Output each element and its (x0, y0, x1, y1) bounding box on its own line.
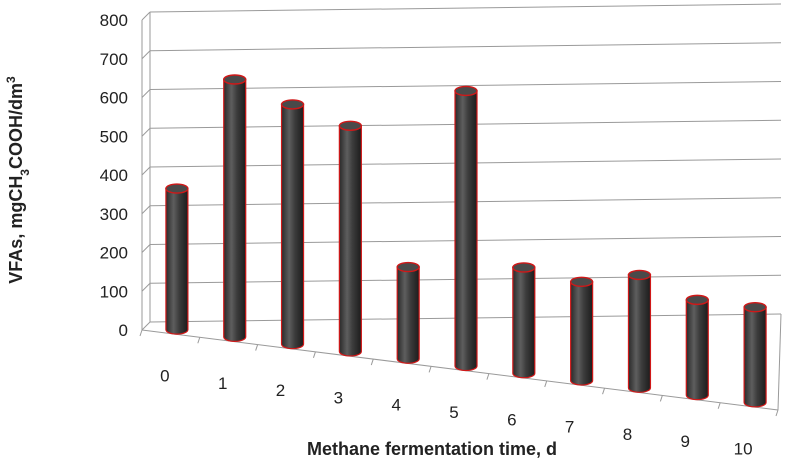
y-tick-label: 0 (119, 321, 128, 340)
x-tick-label: 3 (334, 388, 343, 407)
y-tick-label: 800 (100, 11, 128, 30)
x-tick-mark (544, 380, 548, 388)
x-tick-mark (197, 337, 201, 344)
x-tick-label: 2 (276, 381, 285, 400)
x-tick-label: 9 (681, 432, 690, 451)
x-tick-label: 5 (449, 403, 458, 422)
x-tick-mark (139, 329, 143, 337)
gridline-side (141, 321, 151, 331)
floor-right-edge (777, 313, 782, 411)
y-axis-label-part: VFAs, mgCH (6, 176, 26, 284)
x-tick-label: 8 (623, 425, 632, 444)
x-tick-mark (717, 402, 721, 409)
bar (165, 187, 189, 335)
y-tick-label: 700 (100, 50, 128, 69)
bar-top (280, 99, 305, 110)
bar (570, 281, 594, 386)
gridline (149, 81, 782, 90)
gridline-side (141, 166, 151, 176)
x-tick-mark (255, 344, 259, 351)
bar (454, 90, 478, 372)
gridline-side (141, 50, 151, 60)
x-tick-mark (602, 388, 606, 395)
y-tick-label: 400 (100, 166, 128, 185)
x-tick-mark (370, 358, 374, 366)
x-tick-label: 7 (565, 418, 574, 437)
bar-top (685, 294, 709, 306)
y-tick-label: 300 (100, 205, 128, 224)
bar-top (454, 85, 478, 97)
bar-top (165, 183, 189, 194)
x-tick-mark (428, 366, 432, 373)
x-tick-label: 10 (734, 439, 753, 458)
y-axis-label: VFAs, mgCH3COOH/dm3 (4, 76, 32, 284)
x-tick-label: 0 (160, 367, 169, 386)
x-tick-mark (659, 395, 663, 402)
gridline-side (141, 282, 151, 292)
bar (223, 78, 247, 342)
gridline-side (141, 244, 151, 253)
bar-top (396, 261, 420, 273)
bar (627, 274, 652, 393)
bar-top (223, 74, 247, 85)
y-axis-label-part: COOH/dm (6, 83, 26, 169)
gridline-side (141, 127, 151, 137)
bar-top (627, 269, 652, 281)
gridline (149, 42, 782, 52)
x-tick-labels: 0 1 2 3 4 5 6 7 8 9 10 (160, 367, 752, 459)
x-tick-label: 6 (507, 410, 516, 429)
x-tick-label: 1 (218, 374, 227, 393)
bar (280, 103, 305, 350)
x-tick-mark (775, 409, 779, 417)
y-tick-label: 600 (100, 89, 128, 108)
y-tick-labels: 0 100 200 300 400 500 600 700 800 (100, 11, 128, 340)
x-tick-label: 4 (391, 396, 400, 415)
bar-top (338, 120, 363, 131)
bar-top (512, 262, 536, 273)
bar (685, 299, 709, 401)
bar (338, 125, 362, 357)
bar (743, 306, 767, 408)
y-tick-label: 100 (100, 282, 128, 301)
gridline-side (141, 89, 151, 98)
bar-top (569, 276, 594, 288)
x-tick-mark (312, 351, 316, 358)
bar (512, 266, 536, 379)
y-axis-label-superscript: 3 (4, 76, 18, 83)
y-axis-label-subscript: 3 (18, 169, 32, 176)
bar-top (743, 301, 767, 313)
y-tick-label: 200 (100, 244, 128, 263)
gridline (149, 3, 782, 13)
bar (396, 266, 420, 364)
y-tick-label: 500 (100, 127, 128, 146)
gridline-side (141, 11, 151, 21)
bars (165, 74, 767, 408)
x-tick-mark (486, 373, 490, 380)
gridline-side (141, 205, 151, 215)
x-axis-label: Methane fermentation time, d (307, 439, 557, 459)
